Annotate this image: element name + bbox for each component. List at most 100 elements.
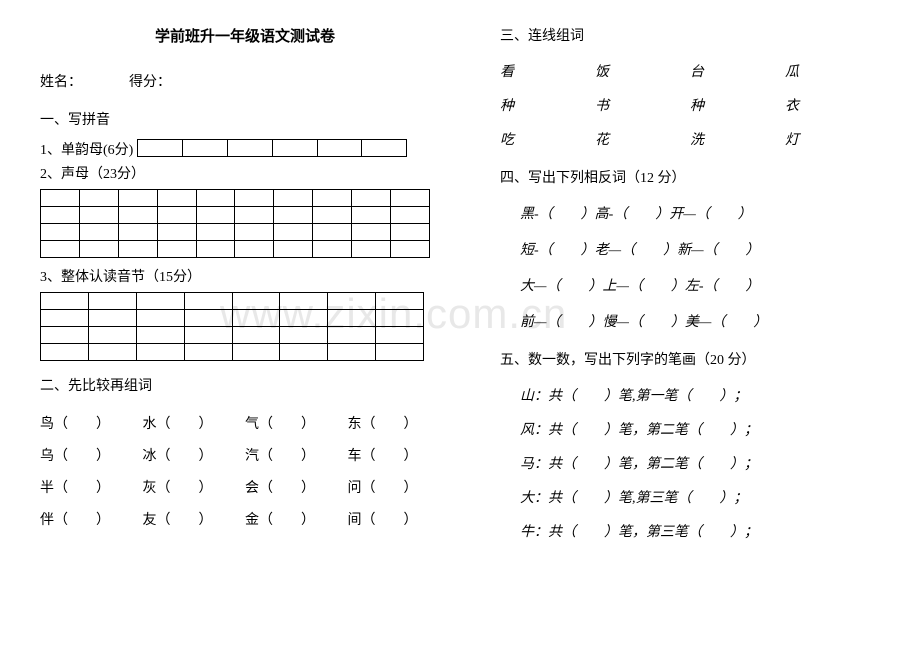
grid-cell: [136, 293, 184, 310]
sub-1-3-label: 3、整体认读音节（15分）: [40, 266, 450, 286]
section-4-head: 四、写出下列相反词（12 分）: [500, 167, 880, 187]
section-2-head: 二、先比较再组词: [40, 375, 450, 395]
grid-cell: [376, 327, 424, 344]
compare-cell: 金（ ）: [245, 509, 348, 529]
compare-cell: 鸟（ ）: [40, 413, 143, 433]
name-score-line: 姓名： 得分：: [40, 71, 450, 91]
grid-cell: [274, 224, 313, 241]
grid-cell: [79, 241, 118, 258]
section-2-rows: 鸟（ ）水（ ）气（ ）东（ ） 乌（ ）冰（ ）汽（ ）车（ ） 半（ ）灰（ ）…: [40, 413, 450, 529]
page-container: 学前班升一年级语文测试卷 姓名： 得分： 一、写拼音 1、单韵母(6分) 2、声…: [40, 25, 880, 559]
right-column: 三、连线组词 看饭台瓜种书种衣吃花洗灯 四、写出下列相反词（12 分） 黑-（ …: [500, 25, 880, 559]
grid-cell: [41, 310, 89, 327]
grid-cell: [196, 224, 235, 241]
grid-cell: [184, 310, 232, 327]
grid-cell: [136, 344, 184, 361]
grid-cell: [183, 140, 228, 157]
match-row: 看饭台瓜: [500, 61, 880, 81]
match-cell: 洗: [690, 129, 785, 149]
stroke-row: 大：共（ ）笔,第三笔（ ）；: [500, 487, 880, 507]
antonym-row: 黑-（ ）高-（ ）开—（ ）: [500, 203, 880, 223]
grid-cell: [274, 207, 313, 224]
name-label: 姓名：: [40, 75, 82, 90]
grid-cell: [232, 327, 280, 344]
match-cell: 书: [595, 95, 690, 115]
match-cell: 台: [690, 61, 785, 81]
grid-cell: [313, 207, 352, 224]
match-cell: 花: [595, 129, 690, 149]
section-5: 五、数一数，写出下列字的笔画（20 分） 山：共（ ）笔,第一笔（ ）；风：共（…: [500, 349, 880, 541]
grid-cell: [41, 224, 80, 241]
score-label: 得分：: [129, 75, 171, 90]
sub-1-2-label: 2、声母（23分）: [40, 163, 450, 183]
grid-cell: [136, 327, 184, 344]
compare-row: 伴（ ）友（ ）金（ ）间（ ）: [40, 509, 450, 529]
stroke-row: 牛：共（ ）笔，第三笔（ ）；: [500, 521, 880, 541]
grid-cell: [274, 190, 313, 207]
compare-row: 鸟（ ）水（ ）气（ ）东（ ）: [40, 413, 450, 433]
grid-cell: [391, 190, 430, 207]
grid-cell: [235, 241, 274, 258]
antonym-row: 短-（ ）老—（ ）新—（ ）: [500, 239, 880, 259]
grid-cell: [280, 327, 328, 344]
grid-cell: [376, 310, 424, 327]
grid-cell: [41, 344, 89, 361]
antonym-row: 大—（ ）上—（ ）左-（ ）: [500, 275, 880, 295]
grid-cell: [88, 344, 136, 361]
grid-cell: [232, 310, 280, 327]
grid-cell: [88, 327, 136, 344]
grid-cell: [376, 344, 424, 361]
match-cell: 种: [690, 95, 785, 115]
grid-3: [40, 292, 424, 361]
compare-cell: 灰（ ）: [143, 477, 246, 497]
grid-cell: [313, 224, 352, 241]
grid-cell: [227, 140, 272, 157]
grid-1: [137, 139, 407, 157]
compare-cell: 半（ ）: [40, 477, 143, 497]
compare-cell: 会（ ）: [245, 477, 348, 497]
grid-cell: [118, 190, 157, 207]
match-row: 种书种衣: [500, 95, 880, 115]
compare-cell: 乌（ ）: [40, 445, 143, 465]
grid-cell: [328, 344, 376, 361]
compare-cell: 冰（ ）: [143, 445, 246, 465]
grid-cell: [88, 310, 136, 327]
grid-cell: [41, 190, 80, 207]
grid-2: [40, 189, 430, 258]
grid-cell: [328, 327, 376, 344]
match-cell: 饭: [595, 61, 690, 81]
compare-row: 半（ ）灰（ ）会（ ）问（ ）: [40, 477, 450, 497]
grid-cell: [235, 207, 274, 224]
compare-cell: 问（ ）: [348, 477, 451, 497]
grid-cell: [79, 190, 118, 207]
compare-cell: 间（ ）: [348, 509, 451, 529]
grid-cell: [235, 190, 274, 207]
grid-cell: [352, 241, 391, 258]
grid-cell: [328, 310, 376, 327]
compare-cell: 伴（ ）: [40, 509, 143, 529]
grid-cell: [41, 293, 89, 310]
grid-3-block: [40, 292, 450, 361]
grid-cell: [184, 293, 232, 310]
section-5-head: 五、数一数，写出下列字的笔画（20 分）: [500, 349, 880, 369]
grid-cell: [317, 140, 362, 157]
match-cell: 瓜: [785, 61, 880, 81]
section-3-head: 三、连线组词: [500, 25, 880, 45]
grid-cell: [272, 140, 317, 157]
stroke-row: 山：共（ ）笔,第一笔（ ）；: [500, 385, 880, 405]
grid-cell: [184, 344, 232, 361]
compare-row: 乌（ ）冰（ ）汽（ ）车（ ）: [40, 445, 450, 465]
grid-cell: [280, 310, 328, 327]
grid-cell: [88, 293, 136, 310]
page-title: 学前班升一年级语文测试卷: [40, 25, 450, 46]
grid-cell: [391, 241, 430, 258]
match-cell: 种: [500, 95, 595, 115]
antonym-row: 前—（ ）慢—（ ）美—（ ）: [500, 311, 880, 331]
compare-cell: 东（ ）: [348, 413, 451, 433]
grid-cell: [352, 224, 391, 241]
grid-cell: [352, 207, 391, 224]
match-cell: 衣: [785, 95, 880, 115]
compare-cell: 水（ ）: [143, 413, 246, 433]
grid-cell: [184, 327, 232, 344]
grid-cell: [274, 241, 313, 258]
